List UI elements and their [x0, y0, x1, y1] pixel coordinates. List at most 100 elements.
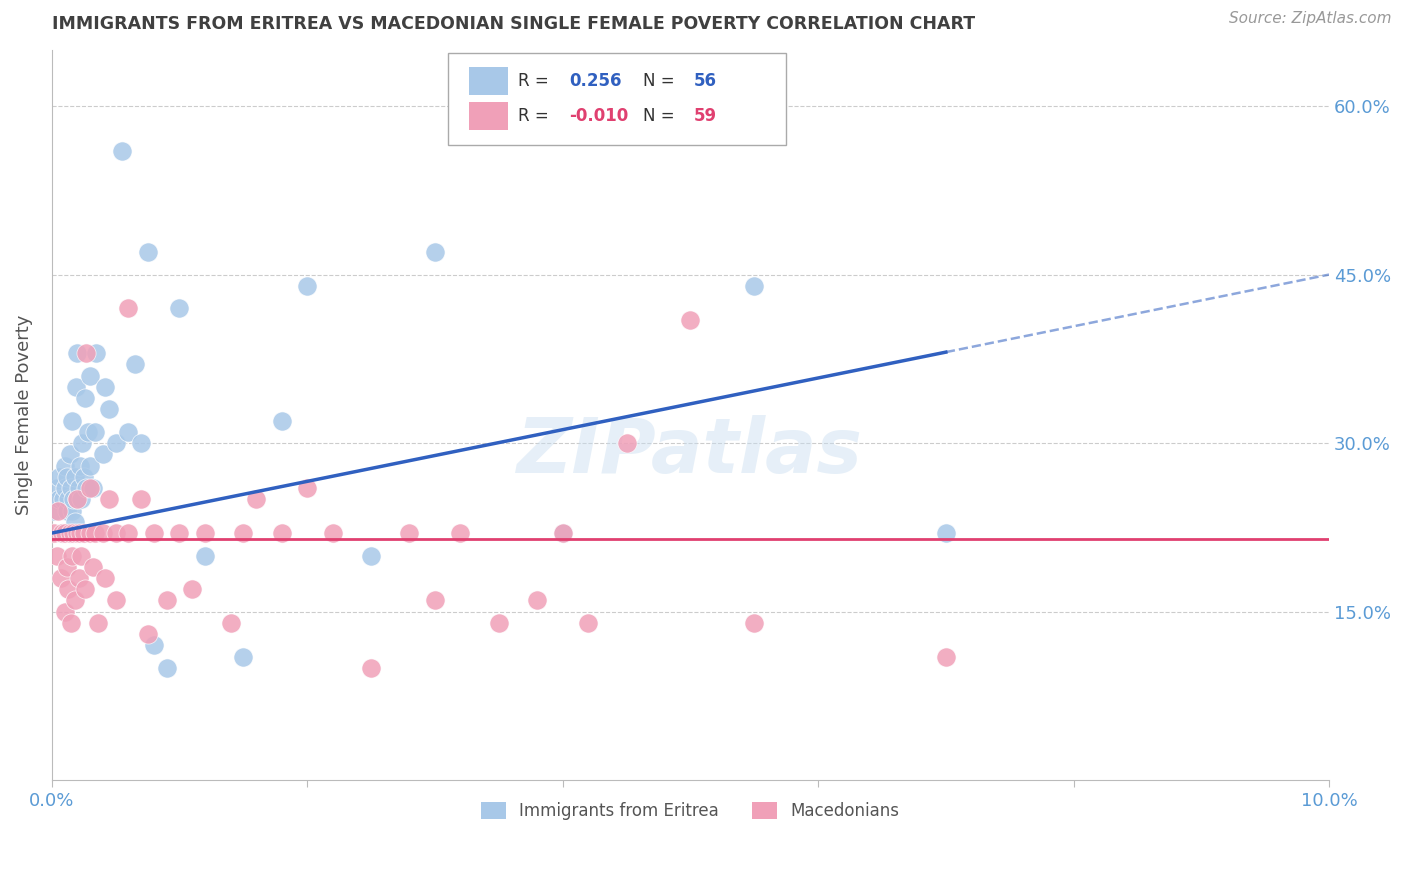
Point: [67, 571, 90, 585]
Point: [117, 301, 139, 316]
Point: [53, 526, 76, 541]
Point: [62, 526, 84, 541]
Point: [62, 492, 84, 507]
Point: [232, 526, 254, 541]
Point: [52, 492, 75, 507]
Point: [129, 436, 152, 450]
Point: [49, 571, 72, 585]
Point: [51, 526, 73, 541]
Y-axis label: Single Female Poverty: Single Female Poverty: [15, 315, 32, 516]
Point: [935, 649, 957, 664]
Point: [73, 391, 96, 405]
Text: R =: R =: [517, 107, 554, 125]
Point: [87, 615, 110, 630]
Point: [295, 481, 318, 495]
Point: [194, 526, 217, 541]
Point: [44, 526, 66, 541]
Point: [73, 526, 96, 541]
Point: [616, 436, 638, 450]
Point: [79, 368, 101, 383]
Point: [270, 414, 292, 428]
Point: [66, 492, 89, 507]
Point: [79, 481, 101, 495]
Point: [104, 436, 127, 450]
Point: [181, 582, 204, 597]
Point: [488, 615, 510, 630]
FancyBboxPatch shape: [470, 103, 508, 130]
Point: [94, 380, 117, 394]
Point: [117, 526, 139, 541]
Point: [935, 526, 957, 541]
Point: [136, 627, 159, 641]
Point: [194, 549, 217, 563]
Point: [576, 615, 599, 630]
Text: 59: 59: [695, 107, 717, 125]
Point: [59, 615, 82, 630]
Point: [98, 492, 121, 507]
Point: [67, 481, 90, 495]
Point: [56, 470, 79, 484]
Text: 0.256: 0.256: [569, 72, 621, 90]
Point: [136, 245, 159, 260]
Point: [450, 526, 472, 541]
Point: [59, 447, 82, 461]
Point: [84, 425, 107, 439]
Point: [551, 526, 574, 541]
Point: [48, 470, 70, 484]
Point: [56, 503, 79, 517]
Text: R =: R =: [517, 72, 554, 90]
Point: [551, 526, 574, 541]
Point: [60, 549, 83, 563]
Point: [79, 526, 101, 541]
Text: IMMIGRANTS FROM ERITREA VS MACEDONIAN SINGLE FEMALE POVERTY CORRELATION CHART: IMMIGRANTS FROM ERITREA VS MACEDONIAN SI…: [52, 15, 974, 33]
Point: [75, 346, 97, 360]
Point: [169, 526, 191, 541]
Point: [129, 492, 152, 507]
Point: [117, 425, 139, 439]
Point: [94, 571, 117, 585]
Point: [66, 346, 89, 360]
Point: [360, 661, 382, 675]
Point: [82, 559, 104, 574]
Point: [69, 526, 91, 541]
Point: [91, 526, 114, 541]
Point: [124, 358, 146, 372]
Point: [156, 661, 179, 675]
Legend: Immigrants from Eritrea, Macedonians: Immigrants from Eritrea, Macedonians: [474, 796, 907, 827]
Point: [60, 503, 83, 517]
Point: [156, 593, 179, 607]
Point: [70, 549, 93, 563]
Point: [245, 492, 267, 507]
Point: [58, 492, 80, 507]
Point: [66, 492, 89, 507]
Point: [45, 481, 67, 495]
Point: [59, 481, 82, 495]
Point: [322, 526, 344, 541]
Point: [65, 380, 87, 394]
Point: [98, 402, 121, 417]
Point: [44, 503, 66, 517]
Point: [79, 458, 101, 473]
Point: [45, 549, 67, 563]
Point: [70, 492, 93, 507]
Point: [270, 526, 292, 541]
Point: [75, 481, 97, 495]
Point: [84, 526, 107, 541]
Point: [219, 615, 242, 630]
Point: [742, 615, 765, 630]
Point: [423, 593, 446, 607]
Point: [48, 492, 70, 507]
Point: [63, 593, 86, 607]
Point: [60, 414, 83, 428]
Point: [46, 503, 69, 517]
Point: [59, 526, 82, 541]
Point: [398, 526, 420, 541]
Point: [63, 515, 86, 529]
Point: [91, 447, 114, 461]
Point: [104, 593, 127, 607]
Point: [51, 526, 73, 541]
Point: [742, 278, 765, 293]
Point: [423, 245, 446, 260]
Point: [142, 526, 165, 541]
Point: [59, 526, 82, 541]
